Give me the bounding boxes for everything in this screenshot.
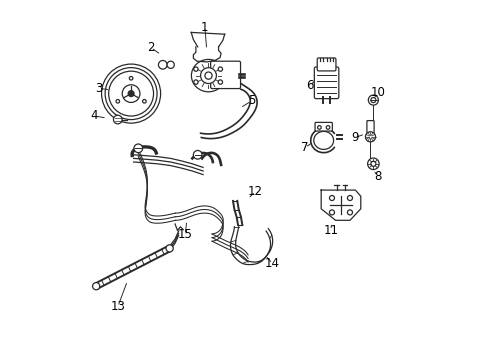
Circle shape: [142, 99, 146, 103]
Circle shape: [370, 98, 375, 103]
Text: 11: 11: [323, 224, 338, 237]
Text: 12: 12: [247, 185, 262, 198]
Text: 14: 14: [264, 257, 280, 270]
Circle shape: [218, 67, 222, 71]
Circle shape: [116, 99, 120, 103]
Circle shape: [129, 76, 133, 80]
Text: 10: 10: [369, 86, 385, 99]
Circle shape: [113, 115, 122, 124]
Text: 7: 7: [301, 141, 308, 154]
Text: 1: 1: [201, 21, 208, 33]
Circle shape: [193, 67, 198, 71]
Text: 4: 4: [90, 109, 98, 122]
Circle shape: [329, 210, 334, 215]
Circle shape: [92, 283, 100, 290]
Text: 9: 9: [351, 131, 358, 144]
Polygon shape: [321, 190, 360, 220]
Circle shape: [347, 210, 352, 215]
FancyBboxPatch shape: [366, 121, 373, 133]
Text: 13: 13: [110, 300, 125, 313]
Circle shape: [347, 195, 352, 201]
Circle shape: [158, 60, 167, 69]
Circle shape: [218, 80, 222, 84]
Circle shape: [193, 150, 202, 159]
Text: 6: 6: [305, 79, 313, 92]
FancyBboxPatch shape: [314, 122, 332, 131]
Text: 3: 3: [95, 82, 102, 95]
Text: 15: 15: [177, 228, 192, 241]
FancyBboxPatch shape: [210, 61, 240, 89]
Circle shape: [166, 245, 173, 252]
Circle shape: [367, 158, 378, 170]
Circle shape: [134, 144, 142, 153]
Text: 5: 5: [247, 94, 255, 107]
Circle shape: [365, 132, 375, 142]
Circle shape: [370, 161, 375, 166]
Circle shape: [325, 126, 329, 129]
Circle shape: [200, 68, 216, 84]
Text: 2: 2: [147, 41, 154, 54]
Circle shape: [193, 80, 198, 84]
Circle shape: [367, 95, 378, 105]
Polygon shape: [193, 47, 221, 62]
Circle shape: [128, 91, 134, 96]
Ellipse shape: [191, 59, 225, 92]
Circle shape: [204, 72, 212, 79]
Text: 8: 8: [373, 170, 381, 183]
Circle shape: [317, 126, 321, 129]
Circle shape: [329, 195, 334, 201]
FancyBboxPatch shape: [317, 58, 335, 71]
Circle shape: [167, 61, 174, 68]
FancyBboxPatch shape: [314, 67, 338, 99]
